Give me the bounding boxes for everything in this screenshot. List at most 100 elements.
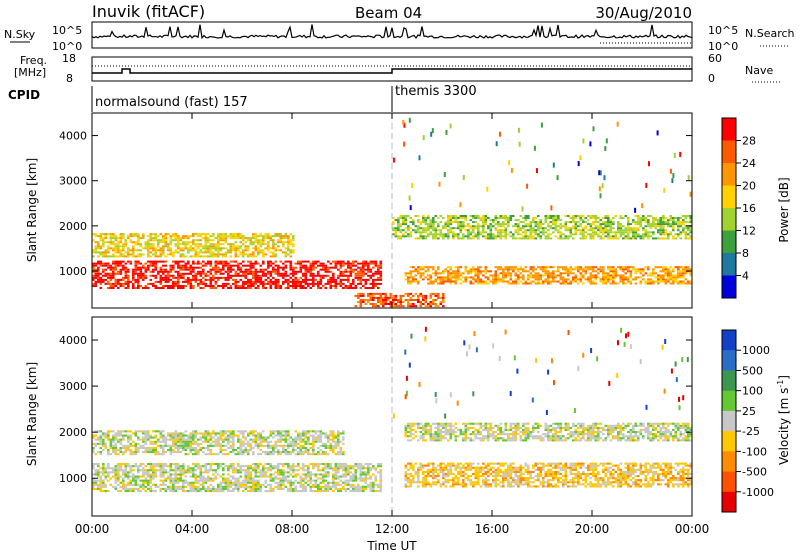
echo-cell bbox=[134, 475, 138, 478]
echo-cell bbox=[419, 235, 423, 238]
echo-cell bbox=[159, 247, 163, 250]
echo-cell bbox=[484, 219, 488, 222]
echo-cell bbox=[209, 469, 213, 472]
echo-cell bbox=[539, 231, 543, 234]
echo-cell bbox=[104, 444, 108, 447]
echo-cell bbox=[182, 276, 185, 279]
echo-cell bbox=[682, 274, 685, 277]
echo-cell bbox=[229, 235, 233, 238]
echo-cell bbox=[132, 235, 135, 238]
echo-cell bbox=[234, 255, 238, 258]
echo-cell bbox=[347, 270, 350, 273]
echo-cell bbox=[429, 301, 433, 303]
echo-cell bbox=[257, 270, 260, 273]
echo-cell bbox=[174, 473, 178, 476]
echo-cell bbox=[182, 487, 185, 490]
echo-cell bbox=[174, 235, 178, 238]
echo-cell bbox=[294, 473, 298, 476]
echo-cell bbox=[159, 249, 163, 252]
echo-cell bbox=[299, 467, 303, 470]
echo-cell bbox=[487, 237, 490, 240]
echo-cell bbox=[379, 294, 383, 297]
echo-cell bbox=[327, 266, 330, 269]
echo-cell bbox=[414, 225, 418, 228]
echo-cell bbox=[402, 215, 405, 217]
echo-cell bbox=[249, 262, 253, 265]
echo-cell bbox=[469, 282, 473, 285]
echo-cell bbox=[579, 276, 583, 279]
echo-cell bbox=[164, 260, 168, 263]
echo-cell bbox=[324, 487, 328, 490]
echo-cell bbox=[522, 270, 525, 273]
echo-cell bbox=[222, 255, 225, 258]
echo-cell bbox=[677, 221, 680, 224]
echo-cell bbox=[197, 432, 200, 435]
echo-cell bbox=[234, 479, 238, 482]
echo-cell bbox=[464, 219, 468, 222]
echo-cell bbox=[267, 469, 270, 472]
echo-cell bbox=[212, 233, 215, 236]
echo-cell bbox=[302, 266, 305, 269]
echo-cell bbox=[614, 233, 618, 236]
echo-cell bbox=[299, 266, 303, 269]
echo-cell bbox=[504, 272, 508, 275]
echo-cell bbox=[422, 278, 425, 281]
echo-cell bbox=[287, 285, 290, 287]
echo-cell bbox=[254, 490, 258, 493]
echo-cell bbox=[662, 280, 665, 283]
echo-cell bbox=[159, 434, 163, 437]
echo-cell bbox=[119, 278, 123, 281]
echo-cell bbox=[482, 223, 485, 226]
echo-cell bbox=[594, 221, 598, 224]
echo-cell bbox=[224, 477, 228, 480]
echo-cell bbox=[194, 453, 198, 456]
echo-cell bbox=[109, 446, 113, 449]
echo-cell bbox=[407, 294, 410, 297]
echo-cell bbox=[527, 223, 530, 226]
echo-cell bbox=[242, 251, 245, 254]
echo-cell bbox=[369, 467, 373, 470]
echo-cell bbox=[182, 243, 185, 246]
echo-cell bbox=[432, 268, 435, 271]
echo-cell bbox=[559, 237, 563, 240]
echo-cell bbox=[537, 276, 540, 279]
echo-cell bbox=[187, 237, 190, 240]
echo-cell bbox=[492, 278, 495, 281]
echo-cell bbox=[194, 440, 198, 443]
echo-cell bbox=[107, 490, 110, 493]
echo-cell bbox=[617, 227, 620, 230]
echo-cell bbox=[122, 266, 125, 269]
echo-cell bbox=[112, 253, 115, 256]
echo-cell bbox=[184, 241, 188, 244]
echo-cell bbox=[312, 266, 315, 269]
echo-cell bbox=[672, 282, 675, 285]
echo-cell bbox=[229, 287, 233, 289]
echo-cell bbox=[134, 463, 138, 466]
echo-cell bbox=[134, 266, 138, 269]
echo-cell bbox=[482, 229, 485, 232]
echo-cell bbox=[152, 483, 155, 486]
echo-cell bbox=[504, 217, 508, 219]
echo-cell bbox=[472, 229, 475, 232]
echo-cell bbox=[627, 221, 630, 224]
echo-cell bbox=[172, 434, 175, 437]
echo-cell bbox=[532, 266, 535, 269]
echo-cell bbox=[177, 434, 180, 437]
echo-cell bbox=[577, 229, 580, 232]
echo-cell bbox=[662, 237, 665, 240]
echo-cell bbox=[197, 485, 200, 488]
echo-cell bbox=[152, 237, 155, 240]
echo-cell bbox=[479, 272, 483, 275]
echo-cell bbox=[294, 282, 298, 285]
echo-cell bbox=[207, 471, 210, 474]
echo-cell bbox=[407, 235, 410, 238]
echo-cell bbox=[552, 266, 555, 269]
echo-cell bbox=[139, 444, 143, 447]
echo-cell bbox=[609, 225, 613, 228]
echo-cell bbox=[287, 465, 290, 468]
echo-cell bbox=[657, 231, 660, 234]
echo-cell bbox=[442, 235, 445, 238]
echo-cell bbox=[417, 280, 420, 283]
echo-cell bbox=[682, 276, 685, 279]
echo-cell bbox=[339, 465, 343, 468]
